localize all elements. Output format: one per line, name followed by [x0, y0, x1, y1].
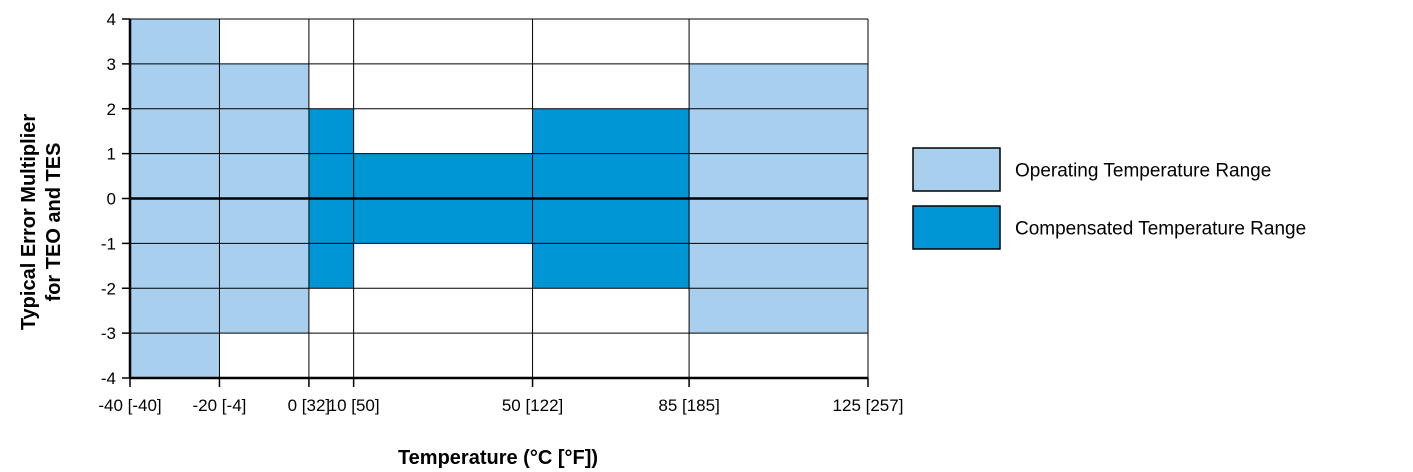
legend: Operating Temperature Range Compensated T… [912, 147, 1306, 250]
y-tick-label-0: 4 [107, 10, 116, 29]
x-tick-label-1: -20 [-4] [193, 396, 247, 415]
x-tick-labels: -40 [-40] -20 [-4] 0 [32]10 [50] 50 [122] 85… [98, 396, 903, 415]
y-tick-label-7: -3 [101, 324, 116, 343]
y-tick-label-6: -2 [101, 279, 116, 298]
y-tick-label-8: -4 [101, 369, 116, 388]
legend-swatch-0 [912, 147, 1001, 192]
axes [122, 18, 869, 387]
y-tick-label-1: 3 [107, 55, 116, 74]
y-axis-title-line-1: Typical Error Multiplier [18, 114, 40, 331]
y-tick-label-2: 2 [107, 100, 116, 119]
legend-label-0: Operating Temperature Range [1015, 161, 1271, 182]
y-tick-label-3: 1 [107, 145, 116, 164]
x-tick-label-4: 50 [122] [502, 396, 563, 415]
x-axis-title: Temperature (°C [°F]) [398, 447, 598, 469]
legend-swatch-1 [912, 205, 1001, 250]
y-axis-title-line-2: for TEO and TES [43, 143, 65, 302]
x-tick-label-3: 10 [50] [328, 396, 380, 415]
y-tick-label-4: 0 [107, 190, 116, 209]
x-tick-label-2: 0 [32] [288, 396, 331, 415]
y-tick-labels: 4 3 2 1 0 -1 -2 -3 -4 [101, 10, 116, 388]
x-tick-label-0: -40 [-40] [98, 396, 161, 415]
legend-label-1: Compensated Temperature Range [1015, 219, 1306, 240]
x-tick-label-6: 125 [257] [833, 396, 904, 415]
y-tick-label-5: -1 [101, 234, 116, 253]
x-tick-label-5: 85 [185] [658, 396, 719, 415]
